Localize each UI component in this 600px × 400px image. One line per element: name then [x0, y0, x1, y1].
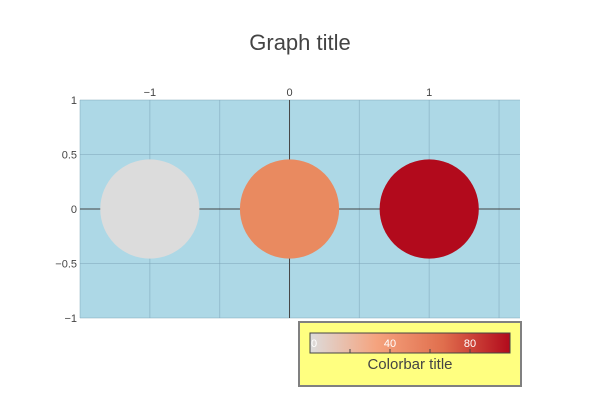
data-point [239, 159, 340, 259]
y-tick-label: 0.5 [62, 150, 77, 162]
x-axis-ticks: −1 0 1 [144, 87, 433, 99]
colorbar-ticks: 0 40 80 [311, 338, 476, 353]
colorbar-tick-label: 40 [384, 338, 396, 350]
y-tick-label: −0.5 [55, 259, 77, 271]
y-axis-ticks: 1 0.5 0 −0.5 −1 [55, 95, 77, 325]
x-tick-label: −1 [144, 87, 157, 99]
colorbar-gradient [309, 332, 511, 354]
y-tick-label: 0 [71, 204, 77, 216]
colorbar-tick-label: 0 [311, 338, 317, 350]
data-point [379, 159, 479, 259]
markers [100, 159, 479, 259]
y-tick-label: 1 [71, 95, 77, 107]
colorbar-tick-label: 80 [464, 338, 476, 350]
colorbar-background [298, 321, 522, 387]
data-point [100, 159, 200, 259]
colorbar-title: Colorbar title [367, 356, 452, 373]
y-tick-label: −1 [64, 313, 77, 325]
x-tick-label: 0 [286, 87, 292, 99]
x-tick-label: 1 [426, 87, 432, 99]
colorbar: 0 40 80 Colorbar title [298, 321, 522, 387]
chart-title: Graph title [249, 30, 351, 55]
